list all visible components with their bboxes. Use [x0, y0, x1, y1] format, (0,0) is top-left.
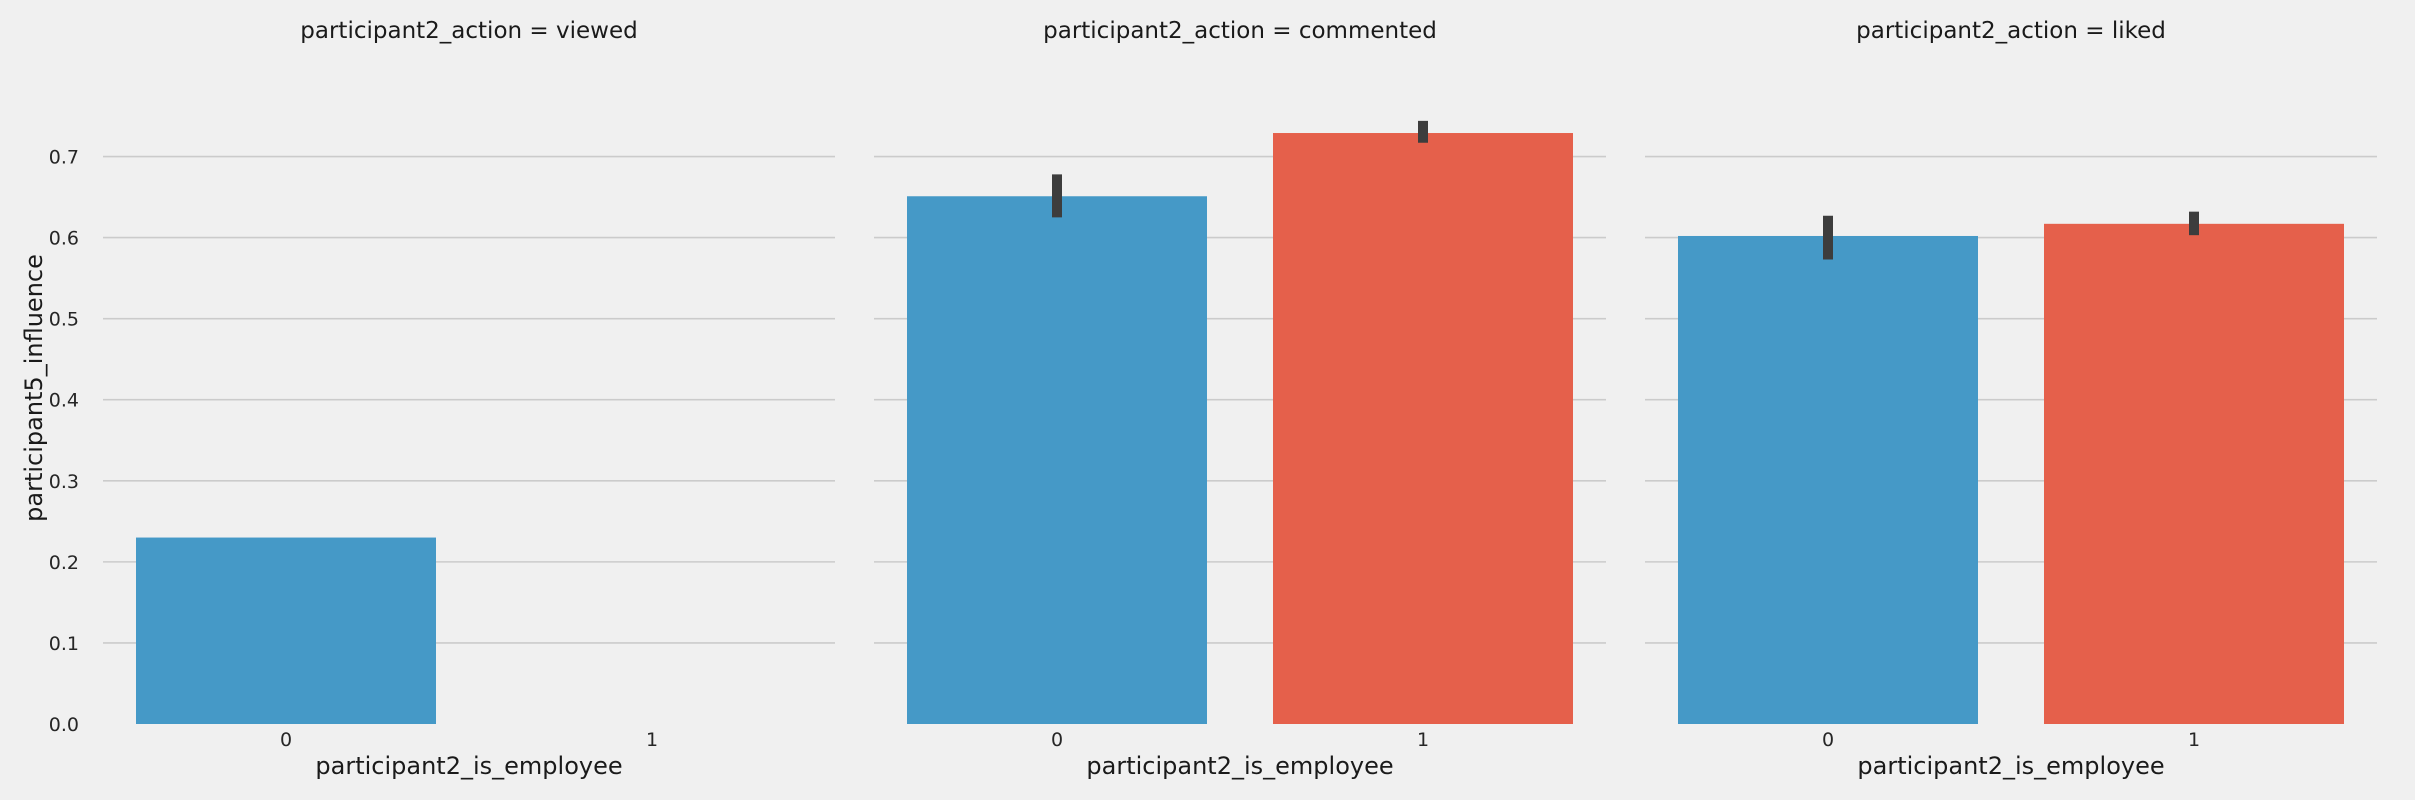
y-axis-label: participant5_influence — [20, 254, 48, 522]
y-tick-label: 0.2 — [49, 552, 79, 574]
y-tick-label: 0.1 — [49, 633, 79, 655]
x-tick-label: 1 — [2188, 729, 2200, 751]
y-tick-label: 0.7 — [49, 147, 79, 169]
bar — [1273, 133, 1573, 725]
bar — [1678, 235, 1978, 724]
y-tick-label: 0.3 — [49, 471, 79, 493]
facet-title: participant2_action = commented — [1043, 18, 1437, 44]
x-tick-label: 0 — [1822, 729, 1834, 751]
facet-panel: 0.0 0.1 0.2 0.3 0.4 0.5 0.6 0.7 participant2_act… — [49, 18, 835, 780]
x-tick-label: 1 — [646, 729, 658, 751]
bar — [2044, 223, 2344, 724]
bar — [907, 196, 1207, 725]
facet-panel: participant2_action = commented 0 1 partici… — [874, 18, 1606, 780]
x-axis-label: participant2_is_employee — [1086, 752, 1393, 780]
facet-title: participant2_action = liked — [1856, 18, 2166, 44]
y-tick-label: 0.0 — [49, 714, 79, 736]
chart-panels: 0.0 0.1 0.2 0.3 0.4 0.5 0.6 0.7 participant2_act… — [49, 18, 2377, 780]
y-tick-label: 0.5 — [49, 309, 79, 331]
x-tick-label: 0 — [1051, 729, 1063, 751]
x-axis-label: participant2_is_employee — [315, 752, 622, 780]
x-tick-label: 1 — [1417, 729, 1429, 751]
x-axis-label: participant2_is_employee — [1857, 752, 2164, 780]
bar — [136, 537, 436, 724]
x-tick-label: 0 — [280, 729, 292, 751]
facet-panel: participant2_action = liked 0 1 participant… — [1645, 18, 2377, 780]
facet-title: participant2_action = viewed — [300, 18, 637, 44]
y-tick-label: 0.4 — [49, 390, 79, 412]
y-tick-label: 0.6 — [49, 228, 79, 250]
